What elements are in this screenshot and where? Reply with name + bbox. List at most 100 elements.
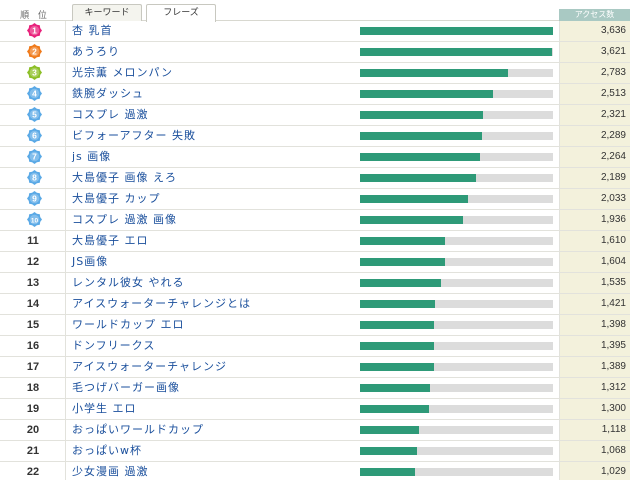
access-count-cell: 1,300 bbox=[559, 399, 630, 419]
access-bar-fill bbox=[360, 300, 435, 308]
rank-cell: 3 bbox=[0, 63, 66, 83]
search-phrase-link[interactable]: アイスウォーターチャレンジ bbox=[72, 360, 228, 373]
access-count-cell: 1,421 bbox=[559, 294, 630, 314]
rank-number: 19 bbox=[26, 403, 40, 415]
search-phrase-link[interactable]: 大島優子 エロ bbox=[72, 234, 149, 247]
ranking-row: 11 大島優子 エロ 1,610 bbox=[0, 231, 630, 252]
ranking-row: 19 小学生 エロ 1,300 bbox=[0, 399, 630, 420]
ranking-row: 22 少女漫画 過激 1,029 bbox=[0, 462, 630, 480]
rank-badge-number: 10 bbox=[31, 217, 39, 224]
rank-cell: 4 bbox=[0, 84, 66, 104]
rank-cell: 22 bbox=[0, 462, 66, 480]
access-count: 2,264 bbox=[600, 151, 626, 162]
access-bar-track bbox=[360, 174, 553, 182]
rank-badge-icon: 3 bbox=[27, 65, 42, 80]
rank-badge-icon: 10 bbox=[27, 212, 42, 227]
access-bar-fill bbox=[360, 363, 434, 371]
rank-number: 21 bbox=[26, 445, 40, 457]
access-bar-track bbox=[360, 321, 553, 329]
rank-number: 12 bbox=[26, 256, 40, 268]
search-phrase-link[interactable]: アイスウォーターチャレンジとは bbox=[72, 297, 252, 310]
search-phrase-link[interactable]: ワールドカップ エロ bbox=[72, 318, 185, 331]
search-phrase-link[interactable]: おっぱいワールドカップ bbox=[72, 423, 204, 436]
rank-cell: 17 bbox=[0, 357, 66, 377]
access-count-cell: 1,610 bbox=[559, 231, 630, 251]
access-bar-track bbox=[360, 447, 553, 455]
rank-cell: 8 bbox=[0, 168, 66, 188]
access-count-cell: 1,395 bbox=[559, 336, 630, 356]
search-phrase-link[interactable]: レンタル彼女 やれる bbox=[72, 276, 185, 289]
rank-badge-icon: 1 bbox=[27, 23, 42, 38]
access-bar-fill bbox=[360, 132, 482, 140]
search-phrase-link[interactable]: 杏 乳首 bbox=[72, 24, 113, 37]
search-phrase-link[interactable]: 毛つげバーガー画像 bbox=[72, 381, 180, 394]
rank-number: 11 bbox=[27, 235, 39, 247]
access-bar-track bbox=[360, 405, 553, 413]
rank-column-header: 順 位 bbox=[20, 11, 50, 21]
search-phrase-link[interactable]: 大島優子 画像 えろ bbox=[72, 171, 177, 184]
access-count-cell: 1,936 bbox=[559, 210, 630, 230]
search-phrase-link[interactable]: コスプレ 過激 bbox=[72, 108, 149, 121]
access-count-cell: 1,604 bbox=[559, 252, 630, 272]
rank-badge-number: 3 bbox=[32, 67, 37, 77]
search-phrase-link[interactable]: ビフォーアフター 失敗 bbox=[72, 129, 197, 142]
access-bar-track bbox=[360, 363, 553, 371]
access-bar-fill bbox=[360, 342, 434, 350]
tab-keyword[interactable]: キーワード bbox=[72, 4, 142, 21]
access-count-cell: 1,029 bbox=[559, 462, 630, 480]
access-bar-track bbox=[360, 195, 553, 203]
rank-badge-icon: 9 bbox=[27, 191, 42, 206]
rank-number: 22 bbox=[26, 466, 40, 478]
rank-badge-number: 8 bbox=[32, 172, 37, 182]
access-bar-fill bbox=[360, 174, 476, 182]
access-count: 1,118 bbox=[601, 424, 626, 435]
rank-cell: 12 bbox=[0, 252, 66, 272]
rank-badge-number: 5 bbox=[32, 109, 37, 119]
search-phrase-link[interactable]: あうろり bbox=[72, 45, 120, 58]
access-count-cell: 2,264 bbox=[559, 147, 630, 167]
access-bar-fill bbox=[360, 279, 441, 287]
search-phrase-link[interactable]: 少女漫画 過激 bbox=[72, 465, 149, 478]
access-count: 1,068 bbox=[600, 445, 626, 456]
access-count-cell: 1,118 bbox=[559, 420, 630, 440]
access-bar-track bbox=[360, 300, 553, 308]
access-bar-track bbox=[360, 384, 553, 392]
access-bar-track bbox=[360, 132, 553, 140]
access-bar-track bbox=[360, 279, 553, 287]
tab-phrase[interactable]: フレーズ bbox=[146, 4, 216, 22]
search-phrase-link[interactable]: 小学生 エロ bbox=[72, 402, 137, 415]
rank-cell: 13 bbox=[0, 273, 66, 293]
access-bar-fill bbox=[360, 447, 417, 455]
rank-cell: 10 bbox=[0, 210, 66, 230]
ranking-row: 6 ビフォーアフター 失敗 2,289 bbox=[0, 126, 630, 147]
ranking-row: 14 アイスウォーターチャレンジとは 1,421 bbox=[0, 294, 630, 315]
search-phrase-link[interactable]: 大島優子 カップ bbox=[72, 192, 161, 205]
search-phrase-link[interactable]: 鉄腕ダッシュ bbox=[72, 87, 144, 100]
access-bar-track bbox=[360, 48, 553, 56]
access-bar-track bbox=[360, 216, 553, 224]
rank-cell: 21 bbox=[0, 441, 66, 461]
search-phrase-link[interactable]: おっぱいw杯 bbox=[72, 444, 142, 457]
rank-badge-icon: 8 bbox=[27, 170, 42, 185]
rank-badge-number: 7 bbox=[32, 151, 37, 161]
rank-badge-number: 9 bbox=[32, 193, 37, 203]
ranking-row: 3 光宗薫 メロンパン 2,783 bbox=[0, 63, 630, 84]
rank-cell: 9 bbox=[0, 189, 66, 209]
ranking-row: 20 おっぱいワールドカップ 1,118 bbox=[0, 420, 630, 441]
access-bar-fill bbox=[360, 321, 434, 329]
access-count: 1,398 bbox=[600, 319, 626, 330]
access-bar-fill bbox=[360, 69, 508, 77]
search-phrase-link[interactable]: 光宗薫 メロンパン bbox=[72, 66, 174, 79]
access-bar-fill bbox=[360, 48, 552, 56]
search-phrase-link[interactable]: コスプレ 過激 画像 bbox=[72, 213, 177, 226]
search-phrase-link[interactable]: js 画像 bbox=[72, 150, 112, 163]
access-count: 3,636 bbox=[600, 25, 626, 36]
search-phrase-link[interactable]: JS画像 bbox=[72, 255, 109, 268]
rank-cell: 1 bbox=[0, 21, 66, 41]
search-phrase-link[interactable]: ドンフリークス bbox=[72, 339, 156, 352]
access-bar-track bbox=[360, 69, 553, 77]
rank-cell: 5 bbox=[0, 105, 66, 125]
access-count: 1,029 bbox=[600, 466, 626, 477]
access-count-cell: 3,636 bbox=[559, 21, 630, 41]
rank-number: 15 bbox=[26, 319, 40, 331]
